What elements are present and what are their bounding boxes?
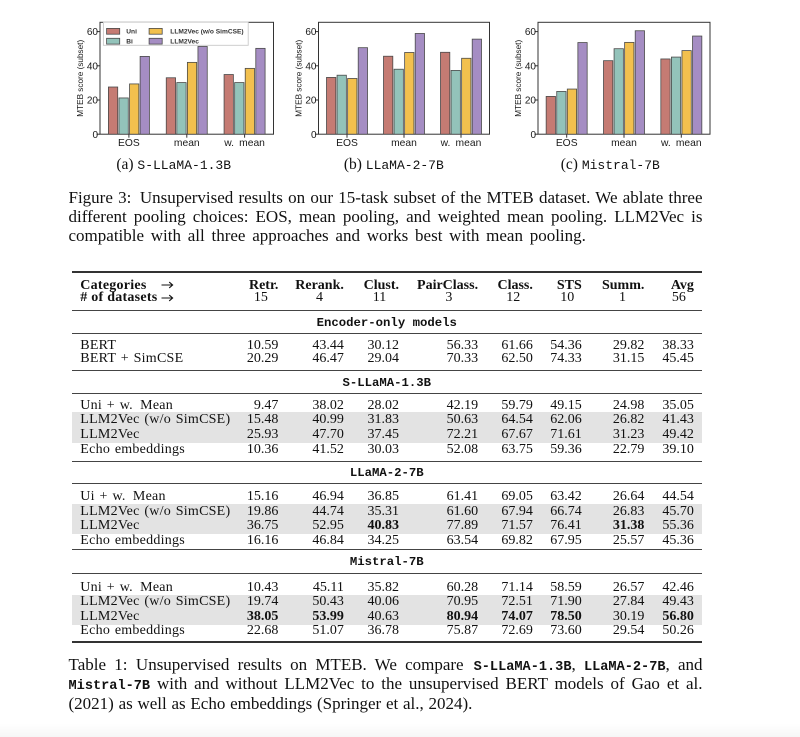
svg-text:40: 40 xyxy=(305,61,317,72)
svg-text:20: 20 xyxy=(87,96,99,107)
svg-text:EOS: EOS xyxy=(118,138,140,149)
svg-text:20: 20 xyxy=(305,96,317,107)
svg-text:20: 20 xyxy=(525,96,537,107)
svg-text:mean: mean xyxy=(611,138,637,149)
svg-text:40: 40 xyxy=(87,61,99,72)
svg-text:Bi: Bi xyxy=(126,38,133,45)
svg-text:40: 40 xyxy=(525,61,537,72)
svg-text:Uni: Uni xyxy=(126,28,137,35)
svg-text:LLM2Vec (w/o SimCSE): LLM2Vec (w/o SimCSE) xyxy=(170,28,243,35)
svg-text:0: 0 xyxy=(530,130,536,141)
svg-text:LLM2Vec: LLM2Vec xyxy=(170,38,199,45)
svg-text:60: 60 xyxy=(525,27,537,38)
svg-text:EOS: EOS xyxy=(556,138,578,149)
svg-text:w. mean: w. mean xyxy=(440,138,482,149)
svg-text:60: 60 xyxy=(87,27,99,38)
svg-text:MTEB score (subset): MTEB score (subset) xyxy=(294,40,303,117)
svg-text:0: 0 xyxy=(92,130,98,141)
svg-text:mean: mean xyxy=(174,138,200,149)
svg-text:0: 0 xyxy=(311,130,317,141)
svg-text:MTEB score (subset): MTEB score (subset) xyxy=(76,40,85,117)
svg-text:EOS: EOS xyxy=(336,138,358,149)
svg-text:w. mean: w. mean xyxy=(660,138,702,149)
svg-text:60: 60 xyxy=(305,27,317,38)
svg-text:MTEB score (subset): MTEB score (subset) xyxy=(514,40,523,117)
svg-text:w. mean: w. mean xyxy=(223,138,265,149)
svg-text:mean: mean xyxy=(391,138,417,149)
